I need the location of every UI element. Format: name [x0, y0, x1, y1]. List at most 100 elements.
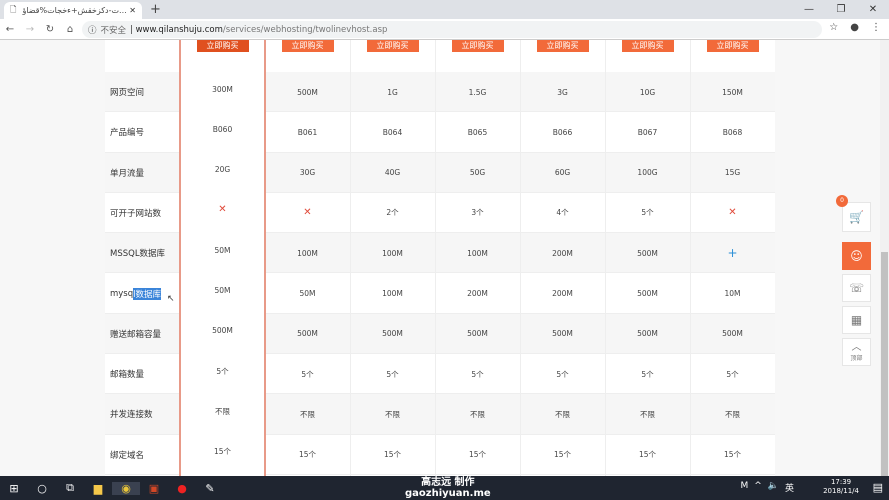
- tab-title: ت-دكزخقش+ءخجات%قضاؤ...: [22, 6, 127, 15]
- selected-text[interactable]: l数据库: [133, 287, 162, 300]
- column-divider: [605, 40, 606, 476]
- table-cell: 500M: [467, 329, 488, 339]
- buy-now-button[interactable]: 立即购买: [196, 40, 249, 52]
- back-to-top-label: 顶部: [850, 354, 863, 362]
- app-icon[interactable]: ✎: [205, 481, 215, 495]
- table-cell: 5个: [471, 369, 484, 379]
- buy-now-button[interactable]: 立即购买: [706, 40, 759, 52]
- chrome-icon[interactable]: ◉: [112, 481, 140, 495]
- buy-now-button[interactable]: 立即购买: [621, 40, 674, 52]
- table-cell: 15个: [298, 450, 317, 460]
- table-cell: 15个: [638, 450, 657, 460]
- tab-bar: 🗋 ت-دكزخقش+ءخجات%قضاؤ... ✕ + — ❐ ✕: [0, 0, 889, 19]
- table-cell: B067: [637, 127, 658, 137]
- buy-now-button[interactable]: 立即购买: [451, 40, 504, 52]
- file-explorer-icon[interactable]: ▆: [93, 481, 103, 495]
- maximize-button[interactable]: ❐: [836, 4, 846, 15]
- column-divider: [435, 40, 436, 476]
- notifications-icon[interactable]: ▤: [872, 481, 883, 494]
- table-cell: 300M: [212, 84, 233, 94]
- url-host: www.qilanshuju.com: [135, 24, 223, 35]
- scrollbar-thumb[interactable]: [881, 252, 888, 492]
- hosting-comparison-table: 立即购买 立即购买 立即购买 立即购买 立即购买 立即购买 立即购买 网页空间 300M 500M…: [105, 40, 775, 476]
- browser-tab[interactable]: 🗋 ت-دكزخقش+ءخجات%قضاؤ... ✕: [4, 2, 142, 19]
- table-cell: 500M: [637, 289, 658, 298]
- headset-icon: ☺: [850, 249, 863, 263]
- table-cell: 15个: [723, 450, 742, 460]
- table-cell: B060: [212, 124, 233, 134]
- customer-service-button[interactable]: ☺: [842, 242, 871, 270]
- info-icon[interactable]: ⓘ: [88, 25, 97, 36]
- reload-button[interactable]: ↻: [45, 23, 55, 35]
- menu-icon[interactable]: ⋮: [871, 22, 881, 33]
- close-window-button[interactable]: ✕: [868, 4, 878, 15]
- table-cell: 15个: [213, 447, 232, 457]
- label-text: mysq: [110, 288, 134, 299]
- table-cell: 100M: [382, 289, 403, 298]
- row-label: 单月流量: [110, 168, 145, 179]
- table-cell: 500M: [552, 329, 573, 339]
- clock-time[interactable]: 17:39: [830, 478, 852, 486]
- table-cell: 50M: [214, 286, 231, 295]
- table-cell: 不限: [215, 406, 230, 416]
- minimize-button[interactable]: —: [804, 4, 814, 15]
- table-cell: 60G: [554, 168, 571, 178]
- table-cell: B064: [382, 127, 403, 137]
- home-button[interactable]: ⌂: [66, 23, 74, 35]
- table-cell: 10M: [724, 289, 741, 298]
- close-tab-icon[interactable]: ✕: [129, 6, 136, 15]
- table-cell: 50M: [299, 289, 316, 298]
- cart-button[interactable]: 🛒 0: [836, 195, 871, 232]
- bookmark-star-icon[interactable]: ☆: [829, 22, 839, 33]
- buy-now-button[interactable]: 立即购买: [536, 40, 589, 52]
- search-button[interactable]: ○: [37, 481, 47, 495]
- table-cell: 5个: [386, 369, 399, 379]
- table-cell: B061: [297, 127, 318, 137]
- buy-now-button[interactable]: 立即购买: [366, 40, 419, 52]
- column-divider: [350, 40, 351, 476]
- table-cell: 1.5G: [468, 87, 487, 97]
- row-label: 邮箱数量: [110, 370, 145, 381]
- table-cell: B066: [552, 127, 573, 137]
- task-view-button[interactable]: ⧉: [66, 481, 74, 494]
- back-to-top-button[interactable]: ︿ 顶部: [842, 338, 871, 366]
- table-cell: 200M: [552, 248, 573, 258]
- url-input[interactable]: ⓘ 不安全 | www.qilanshuju.com/services/webho…: [82, 21, 822, 38]
- powerpoint-icon[interactable]: ▣: [148, 481, 160, 495]
- back-button[interactable]: ←: [5, 23, 15, 35]
- table-cell: 3个: [471, 208, 484, 218]
- ime-label[interactable]: 英: [784, 484, 794, 494]
- table-cell: 50M: [214, 245, 231, 255]
- table-cell: 500M: [382, 329, 403, 339]
- start-button[interactable]: ⊞: [9, 481, 19, 495]
- chevron-up-icon: ︿: [851, 341, 862, 353]
- tray-app-icon[interactable]: M: [740, 481, 749, 491]
- table-cell: 2个: [386, 208, 399, 218]
- table-cell: 100M: [382, 248, 403, 258]
- table-cell: 200M: [552, 289, 573, 298]
- cart-icon: 🛒: [849, 210, 864, 224]
- volume-icon[interactable]: 🔈: [767, 481, 779, 491]
- url-path: /services/webhosting/twolinevhost.asp: [222, 24, 388, 35]
- profile-icon[interactable]: ●: [850, 22, 859, 33]
- record-icon[interactable]: ●: [177, 481, 187, 495]
- highlighted-plan-column: [179, 40, 266, 476]
- table-cell: 30G: [299, 168, 316, 178]
- table-cell: 500M: [297, 87, 318, 97]
- new-tab-button[interactable]: +: [150, 2, 161, 17]
- phone-button[interactable]: ☏: [842, 274, 871, 302]
- table-cell: 15个: [383, 450, 402, 460]
- row-label: mysq l数据库 ↖: [105, 274, 180, 314]
- scrollbar[interactable]: [880, 40, 889, 492]
- table-cell: 1G: [387, 87, 398, 97]
- buy-now-button[interactable]: 立即购买: [281, 40, 334, 52]
- clock-date[interactable]: 2018/11/4: [823, 487, 859, 495]
- table-cell: 15个: [468, 450, 487, 460]
- qr-code-icon: ▦: [850, 313, 863, 327]
- tray-chevron-icon[interactable]: ^: [754, 481, 762, 491]
- table-cell: 500M: [212, 326, 233, 336]
- table-cell: 40G: [384, 168, 401, 178]
- qr-code-button[interactable]: ▦: [842, 306, 871, 334]
- forward-button[interactable]: →: [25, 23, 35, 35]
- table-cell: 5个: [216, 366, 229, 376]
